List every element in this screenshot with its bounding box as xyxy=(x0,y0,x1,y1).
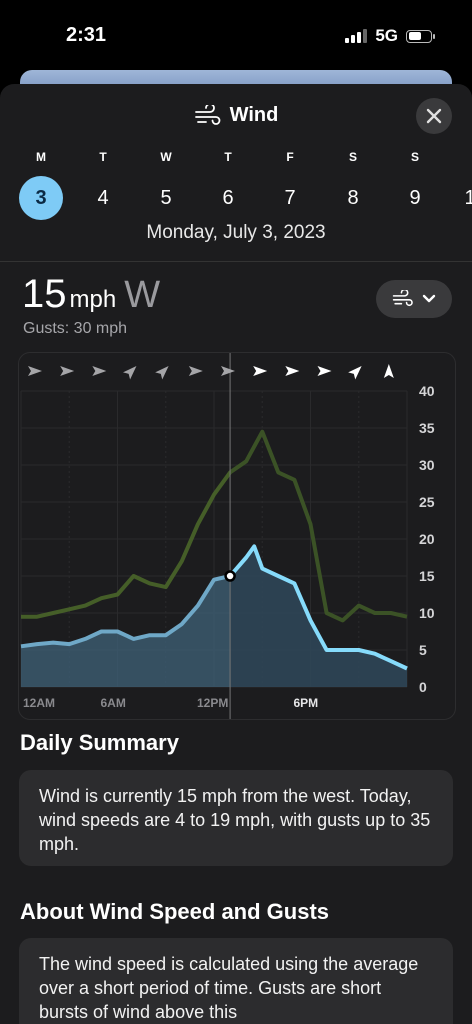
wind-direction-arrow-icon xyxy=(348,366,362,380)
wind-direction-arrow-icon xyxy=(383,364,394,378)
cellular-signal-icon xyxy=(345,29,368,43)
y-tick-label: 5 xyxy=(419,642,427,658)
wind-direction-arrow-icon xyxy=(92,366,107,376)
close-button[interactable] xyxy=(416,98,452,134)
day-wednesday[interactable]: W 5 xyxy=(144,150,188,220)
x-tick-label: 12PM xyxy=(197,696,228,710)
day-letter: F xyxy=(286,150,294,164)
day-number: 8 xyxy=(347,187,359,209)
gusts-line-future xyxy=(230,429,408,623)
wind-direction-arrow-icon xyxy=(155,366,169,380)
day-number: 9 xyxy=(409,187,421,209)
gusts-line-past xyxy=(21,469,231,619)
x-tick-label: 6PM xyxy=(294,696,319,710)
y-tick-label: 20 xyxy=(419,531,435,547)
y-tick-label: 40 xyxy=(419,383,435,399)
current-gusts: Gusts: 30 mph xyxy=(23,320,128,337)
about-text: The wind speed is calculated using the a… xyxy=(39,954,419,1022)
daily-summary-text: Wind is currently 15 mph from the west. … xyxy=(39,786,431,854)
wind-sheet: Wind M 3 T 4 W 5 T 6 F 7 S 8 xyxy=(0,84,472,1024)
day-thursday[interactable]: T 6 xyxy=(206,150,250,220)
day-friday[interactable]: F 7 xyxy=(268,150,312,220)
x-tick-label: 6AM xyxy=(101,696,126,710)
chevron-down-icon xyxy=(422,294,436,303)
day-number: 7 xyxy=(284,187,296,209)
day-letter: T xyxy=(99,150,107,164)
status-time: 2:31 xyxy=(66,24,107,46)
wind-line-future xyxy=(230,544,408,671)
day-number: 4 xyxy=(97,187,109,209)
battery-icon xyxy=(406,29,435,43)
close-icon xyxy=(426,108,442,124)
wind-chart-svg: 40 35 30 25 20 15 10 5 0 12AM 6AM 12PM 6PM xyxy=(20,353,435,719)
day-monday[interactable]: M 3 xyxy=(19,150,63,220)
day-letter: M xyxy=(36,150,46,164)
day-letter: T xyxy=(224,150,232,164)
day-tuesday[interactable]: T 4 xyxy=(81,150,125,220)
wind-direction-arrow-icon xyxy=(317,366,332,376)
network-type: 5G xyxy=(375,26,398,45)
y-tick-label: 0 xyxy=(419,679,427,695)
sheet-header: Wind xyxy=(0,104,472,127)
wind-direction-arrow-icon xyxy=(285,366,300,376)
day-number: 3 xyxy=(19,176,63,220)
wind-direction: W xyxy=(124,274,161,316)
day-saturday[interactable]: S 8 xyxy=(331,150,375,220)
wind-direction-arrow-icon xyxy=(28,366,42,376)
wind-direction-arrow-icon xyxy=(188,366,203,376)
about-title: About Wind Speed and Gusts xyxy=(20,899,330,924)
wind-chart[interactable]: 40 35 30 25 20 15 10 5 0 12AM 6AM 12PM 6PM xyxy=(18,352,456,720)
day-letter: S xyxy=(410,150,419,164)
current-speed: 15 xyxy=(22,272,67,316)
day-number: 5 xyxy=(160,187,172,209)
wind-direction-arrow-icon xyxy=(60,366,75,376)
y-tick-label: 10 xyxy=(419,605,435,621)
day-sunday[interactable]: S 9 xyxy=(393,150,437,220)
y-tick-label: 35 xyxy=(419,420,435,436)
day-letter: W xyxy=(160,150,172,164)
wind-direction-arrow-icon xyxy=(221,366,235,376)
day-next-monday[interactable]: 1 xyxy=(448,150,472,220)
day-letter xyxy=(448,150,472,166)
chart-mode-button[interactable] xyxy=(376,280,452,318)
wind-icon xyxy=(194,104,221,125)
wind-direction-arrow-icon xyxy=(123,366,137,380)
day-number: 6 xyxy=(222,187,234,209)
y-tick-label: 30 xyxy=(419,457,435,473)
status-indicators: 5G xyxy=(345,26,435,46)
x-tick-label: 12AM xyxy=(23,696,55,710)
wind-icon xyxy=(392,290,413,307)
speed-unit: mph xyxy=(69,286,117,313)
divider xyxy=(0,261,472,262)
about-card: The wind speed is calculated using the a… xyxy=(19,938,453,1024)
sheet-title: Wind xyxy=(229,104,279,126)
y-tick-label: 25 xyxy=(419,494,435,510)
daily-summary-card: Wind is currently 15 mph from the west. … xyxy=(19,770,453,866)
wind-direction-arrow-icon xyxy=(253,366,268,376)
current-wind: 15 mph W xyxy=(22,272,160,317)
selected-date: Monday, July 3, 2023 xyxy=(146,222,326,243)
status-bar: 2:31 5G xyxy=(0,0,472,70)
day-number: 1 xyxy=(464,187,472,209)
daily-summary-title: Daily Summary xyxy=(20,730,179,755)
wind-line-past xyxy=(20,572,231,649)
wind-area-past xyxy=(21,576,231,687)
day-letter: S xyxy=(348,150,357,164)
y-tick-label: 15 xyxy=(419,568,435,584)
current-value-marker xyxy=(224,570,236,582)
